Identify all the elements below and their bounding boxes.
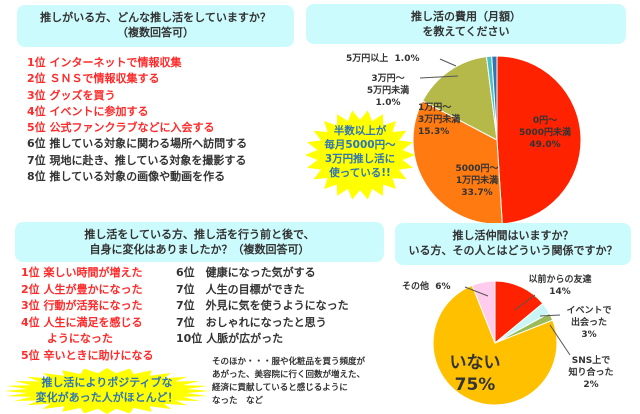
pie1-label-10000-30000: 1万円～ 3万円未満 15.3% bbox=[418, 102, 468, 138]
q1-rank-item: 5位 公式ファンクラブなどに入会する bbox=[27, 121, 215, 135]
leader-line bbox=[439, 58, 457, 67]
q4-header: 推し活仲間はいますか？ いる方、その人とはどういう関係ですか？ bbox=[395, 223, 631, 265]
q3-rank-item: 7位 人生の目標ができた bbox=[176, 282, 305, 296]
note-line: 経済に貢献していると感じるように bbox=[212, 383, 348, 393]
q2-title-line2: を教えてください bbox=[422, 25, 510, 38]
label-text: 3万円～ 5万円未満 bbox=[366, 74, 410, 96]
pie-slice bbox=[412, 100, 503, 225]
callout-line: 変化があった人がほとんど！ bbox=[35, 391, 179, 404]
pie1-label-50000-plus: 5万円以上 1.0% bbox=[346, 53, 420, 65]
q1-ranking-list: 1位 インターネットで情報収集 2位 ＳＮＳで情報収集する 3位 グッズを買う … bbox=[27, 55, 247, 185]
label-value: 1.0% bbox=[375, 98, 401, 108]
pie2-label-event: イベントで 出会った 3% bbox=[564, 305, 614, 341]
q3-rank-item: 6位 健康になった気がする bbox=[176, 266, 316, 279]
starburst-callout bbox=[4, 368, 210, 414]
label-text: 5万円以上 bbox=[346, 54, 389, 64]
q3-ranking-right: 6位 健康になった気がする 7位 人生の目標ができた 7位 外見に気を使うように… bbox=[176, 265, 349, 348]
pie2-label-none: いない 75% bbox=[445, 352, 505, 396]
note-line: なった など bbox=[212, 396, 264, 406]
label-text: 5000円～ 1万円未満 bbox=[455, 164, 499, 186]
label-text: 以前からの友達 bbox=[528, 275, 592, 285]
q3-rank-item: 4位 人生に満足を感じる bbox=[21, 315, 143, 329]
q3-other-note: そのほか・・・服や化粧品を買う頻度が あがった、美容院に行く回数が増えた、 経済… bbox=[212, 356, 365, 408]
q2-header: 推し活の費用（月額） を教えてください bbox=[306, 4, 626, 44]
q3-title-line2: 自身に変化はありましたか？（複数回答可） bbox=[89, 243, 310, 256]
leader-line bbox=[549, 324, 571, 356]
q3-rank-item: 7位 外見に気を使うようになった bbox=[176, 299, 349, 312]
q1-rank-item: 8位 推している対象の画像や動画を作る bbox=[27, 170, 226, 184]
label-value: 33.7% bbox=[461, 188, 493, 198]
q4-title-line2: いる方、その人とはどういう関係ですか？ bbox=[408, 244, 618, 257]
q1-rank-item: 2位 ＳＮＳで情報収集する bbox=[27, 72, 160, 86]
pie1-label-0-5000: 0円～ 5000円未満 49.0% bbox=[505, 115, 585, 151]
q3-rank-item: 3位 行動が活発になった bbox=[21, 299, 143, 312]
label-text: いない bbox=[449, 353, 501, 373]
q3-rank-item: 2位 人生が豊かになった bbox=[21, 282, 143, 296]
note-line: そのほか・・・服や化粧品を買う頻度が bbox=[212, 357, 366, 367]
label-text: 0円～ 5000円未満 bbox=[518, 116, 572, 138]
pie-slice bbox=[471, 280, 496, 344]
callout-line: 毎月5000円～ bbox=[324, 139, 396, 151]
pie-slice bbox=[432, 284, 558, 406]
label-value: 75% bbox=[454, 375, 496, 395]
label-value: 3% bbox=[581, 330, 597, 340]
pie1-label-30000-50000: 3万円～ 5万円未満 1.0% bbox=[358, 73, 418, 109]
q1-rank-item: 7位 現地に赴き、推している対象を撮影する bbox=[27, 153, 247, 167]
q3-rank-item: ようになった bbox=[21, 332, 113, 345]
pie-slice bbox=[491, 55, 498, 141]
label-value: 6% bbox=[435, 282, 451, 292]
note-line: あがった、美容院に行く回数が増えた、 bbox=[212, 370, 366, 380]
starburst-callout bbox=[305, 110, 415, 200]
pie2-label-other: その他 6% bbox=[402, 281, 451, 293]
q3-rank-item: 10位 人脈が広がった bbox=[176, 332, 284, 345]
pie2-label-friends: 以前からの友達 14% bbox=[520, 274, 600, 298]
q1-rank-item: 4位 イベントに参加する bbox=[27, 104, 149, 118]
q3-rank-item: 1位 楽しい時間が増えた bbox=[21, 266, 143, 279]
pie-slice bbox=[494, 280, 544, 345]
label-value: 15.3% bbox=[418, 127, 450, 137]
q3-title-line1: 推し活をしている方、推し活を行う前と後で、 bbox=[84, 228, 315, 241]
leader-line bbox=[464, 286, 489, 297]
callout-line: 3万円推し活に bbox=[324, 153, 396, 165]
pie-slice bbox=[421, 56, 498, 141]
pie1-label-5000-10000: 5000円～ 1万円未満 33.7% bbox=[442, 163, 512, 199]
leader-line bbox=[539, 314, 561, 317]
q4-title-line1: 推し活仲間はいますか？ bbox=[452, 229, 574, 242]
label-value: 2% bbox=[583, 380, 599, 390]
q1-title-line1: 推しがいる方、どんな推し活をしていますか？ bbox=[40, 11, 271, 24]
callout-line: 推し活によりポジティブな bbox=[41, 376, 173, 389]
label-value: 14% bbox=[549, 287, 571, 297]
q3-rank-item: 5位 辛いときに助けになる bbox=[21, 348, 154, 362]
leader-line bbox=[514, 294, 536, 311]
label-value: 1.0% bbox=[394, 54, 420, 64]
label-text: SNS上で 知り合った bbox=[568, 356, 614, 378]
q3-ranking-left: 1位 楽しい時間が増えた 2位 人生が豊かになった 3位 行動が活発になった 4… bbox=[21, 265, 153, 364]
callout-line: 使っている!! bbox=[329, 167, 391, 179]
leader-line bbox=[419, 75, 459, 79]
callout-line: 半数以上が bbox=[333, 125, 387, 137]
q1-rank-item: 6位 推している対象に関わる場所へ訪問する bbox=[27, 137, 248, 151]
q2-callout-text: 半数以上が 毎月5000円～ 3万円推し活に 使っている!! bbox=[315, 124, 405, 180]
label-value: 49.0% bbox=[529, 140, 561, 150]
label-text: イベントで 出会った bbox=[566, 306, 612, 328]
q2-title-line1: 推し活の費用（月額） bbox=[411, 10, 521, 23]
label-text: その他 bbox=[402, 282, 430, 292]
q1-header: 推しがいる方、どんな推し活をしていますか？ （複数回答可） bbox=[17, 5, 294, 47]
q1-title-line2: （複数回答可） bbox=[117, 26, 194, 39]
pie2-label-sns: SNS上で 知り合った 2% bbox=[566, 355, 616, 391]
pie-slice bbox=[496, 55, 582, 225]
label-text: 1万円～ 3万円未満 bbox=[418, 103, 461, 125]
q1-rank-item: 1位 インターネットで情報収集 bbox=[27, 56, 182, 69]
q3-rank-item: 7位 おしゃれになったと思う bbox=[176, 315, 327, 329]
q3-callout-text: 推し活によりポジティブな 変化があった人がほとんど！ bbox=[22, 375, 192, 405]
q3-header: 推し活をしている方、推し活を行う前と後で、 自身に変化はありましたか？（複数回答… bbox=[15, 222, 384, 262]
q1-rank-item: 3位 グッズを買う bbox=[27, 88, 116, 102]
